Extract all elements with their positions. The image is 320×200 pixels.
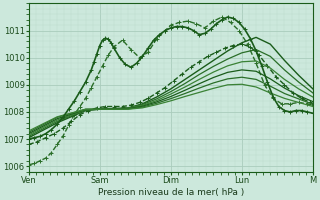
- X-axis label: Pression niveau de la mer( hPa ): Pression niveau de la mer( hPa ): [98, 188, 244, 197]
